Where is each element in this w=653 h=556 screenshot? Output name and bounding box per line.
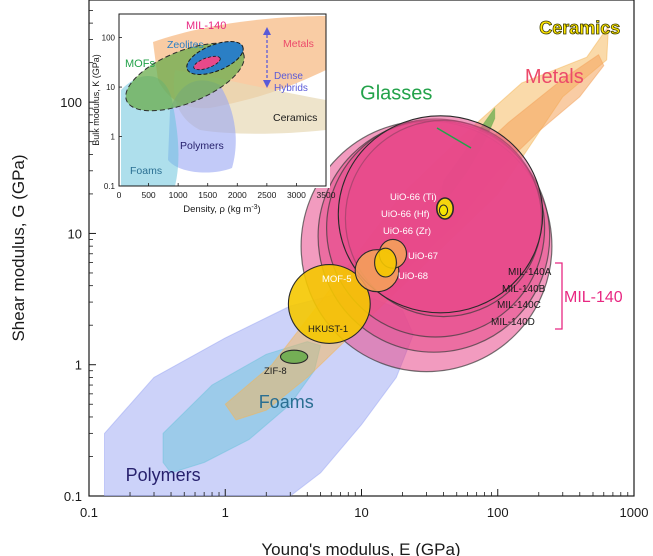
inset-arrow-down bbox=[263, 80, 271, 88]
region-label-glasses: Glasses bbox=[360, 82, 432, 104]
region-label-polymers: Polymers bbox=[126, 465, 201, 485]
inset-chart: 0 500 1000 1500 2000 2500 3000 3500 0.1 1 10 100 MI… bbox=[91, 13, 336, 216]
region-label-ceramics: Ceramics bbox=[539, 18, 620, 38]
inset-metals-label: Metals bbox=[283, 38, 314, 50]
inset-mofs-label: MOFs bbox=[125, 58, 155, 70]
inset-y-tick-label: 0.1 bbox=[104, 182, 116, 191]
mil140c-label: MIL-140C bbox=[497, 300, 541, 311]
region-labels: Ceramics Metals Glasses Polymers Foams bbox=[126, 18, 621, 485]
y-tick-label: 10 bbox=[68, 226, 82, 241]
inset-x-tick-label: 3500 bbox=[317, 190, 336, 200]
inset-hybrids-label: Hybrids bbox=[274, 83, 308, 94]
y-tick-label: 100 bbox=[60, 95, 82, 110]
inset-x-tick-label: 2000 bbox=[228, 190, 247, 200]
point-labels: UiO-66 (Ti) UiO-66 (Hf) UiO-66 (Zr) UiO-67 U… bbox=[264, 192, 438, 377]
inset-y-tick-label: 100 bbox=[102, 34, 116, 43]
y-axis-title: Shear modulus, G (GPa) bbox=[9, 154, 28, 341]
inset-zeolites-label: Zeolites bbox=[167, 39, 204, 51]
x-tick-label: 0.1 bbox=[80, 505, 98, 520]
point-label-uio-68: UiO-68 bbox=[398, 271, 428, 282]
region-label-foams: Foams bbox=[259, 392, 314, 412]
point-label-uio-66-ti: UiO-66 (Ti) bbox=[390, 192, 437, 203]
x-tick-label: 100 bbox=[487, 505, 509, 520]
inset-y-tick-label: 1 bbox=[111, 133, 116, 142]
inset-x-tick-label: 500 bbox=[141, 190, 155, 200]
inset-mil140-region bbox=[193, 55, 221, 71]
inset-mil140-label: MIL-140 bbox=[186, 20, 226, 32]
inset-y-axis-title: Bulk modulus, K (GPa) bbox=[91, 54, 101, 146]
inset-y-tick-label: 10 bbox=[106, 83, 115, 92]
mof-points bbox=[279, 115, 544, 364]
y-tick-label: 1 bbox=[75, 358, 82, 373]
x-tick-label: 10 bbox=[354, 505, 368, 520]
point-label-zif-8: ZIF-8 bbox=[264, 366, 287, 377]
mil140a-label: MIL-140A bbox=[508, 267, 552, 278]
x-tick-label: 1 bbox=[222, 505, 229, 520]
glasses-pointer-line bbox=[436, 127, 472, 149]
inset-x-tick-label: 0 bbox=[117, 190, 122, 200]
point-label-uio-66-zr: UiO-66 (Zr) bbox=[383, 226, 431, 237]
point-uio-66-hf bbox=[438, 204, 449, 217]
point-zif-8 bbox=[279, 349, 309, 364]
point-hkust-1 bbox=[287, 264, 371, 344]
inset-foams-label: Foams bbox=[130, 165, 162, 177]
point-label-uio-67: UiO-67 bbox=[408, 251, 438, 262]
mil140d-label: MIL-140D bbox=[491, 317, 535, 328]
mil140b-label: MIL-140B bbox=[502, 284, 546, 295]
point-uio-68 bbox=[374, 247, 397, 278]
y-tick-label: 0.1 bbox=[64, 489, 82, 504]
inset-x-tick-label: 3000 bbox=[287, 190, 306, 200]
inset-polymers-label: Polymers bbox=[180, 140, 224, 152]
inset-dense-label: Dense bbox=[274, 71, 303, 82]
inset-x-tick-label: 1000 bbox=[169, 190, 188, 200]
inset-arrow-up bbox=[263, 27, 271, 35]
inset-x-tick-label: 2500 bbox=[257, 190, 276, 200]
inset-frame bbox=[118, 13, 327, 187]
x-tick-label: 1000 bbox=[620, 505, 649, 520]
x-axis-title: Young's modulus, E (GPa) bbox=[261, 540, 460, 556]
inset-ceramics-label: Ceramics bbox=[273, 112, 317, 124]
region-label-metals: Metals bbox=[525, 66, 584, 88]
mil140-group-label: MIL-140 bbox=[564, 289, 623, 306]
point-label-mof-5: MOF-5 bbox=[322, 274, 352, 285]
inset-x-axis-title: Density, ρ (kg m-3) bbox=[183, 204, 260, 216]
mil140-bracket bbox=[555, 262, 563, 330]
inset-x-tick-label: 1500 bbox=[198, 190, 217, 200]
point-label-hkust-1: HKUST-1 bbox=[308, 324, 348, 335]
point-label-uio-66-hf: UiO-66 (Hf) bbox=[381, 209, 430, 220]
inset-axes: 0 500 1000 1500 2000 2500 3000 3500 0.1 1 10 100 bbox=[102, 34, 336, 200]
